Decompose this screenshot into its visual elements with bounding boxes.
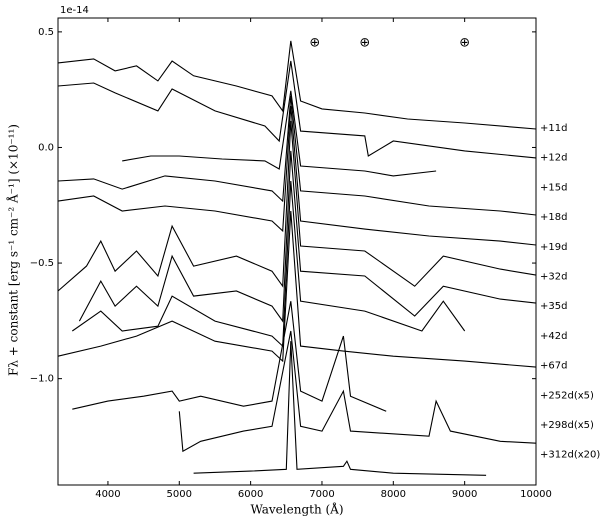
spectrum-line — [57, 120, 537, 292]
series-label: +32d — [540, 272, 567, 283]
telluric-marker: ⊕ — [359, 36, 370, 51]
x-tick-label: 6000 — [238, 489, 263, 500]
spectrum-line — [193, 341, 487, 476]
x-tick-label: 10000 — [520, 489, 552, 500]
spectrum-line — [72, 301, 387, 412]
spectrum-line — [57, 95, 537, 216]
series-label: +298d(x5) — [540, 420, 594, 431]
y-tick-label: 0.5 — [38, 27, 54, 38]
offset-label: 1e-14 — [60, 5, 89, 16]
spectrum-line — [57, 210, 537, 368]
spectrum-line — [78, 150, 537, 323]
x-tick-label: 4000 — [95, 489, 120, 500]
series-label: +18d — [540, 212, 567, 223]
spectrum-line — [178, 330, 537, 453]
spectrum-line — [57, 60, 537, 159]
spectrum-line — [122, 90, 437, 177]
y-axis-label: Fλ + constant [erg s⁻¹ cm⁻² Å⁻¹] (×10⁻¹¹… — [6, 124, 21, 376]
series-label: +252d(x5) — [540, 390, 594, 401]
series-label: +67d — [540, 361, 567, 372]
series-label: +42d — [540, 331, 567, 342]
spectrum-line — [57, 105, 537, 246]
x-axis-label: Wavelength (Å) — [250, 502, 343, 517]
series-label: +11d — [540, 123, 567, 134]
x-tick-label: 5000 — [167, 489, 192, 500]
y-tick-label: 0.0 — [38, 142, 54, 153]
x-tick-label: 8000 — [381, 489, 406, 500]
series-label: +12d — [540, 153, 567, 164]
x-tick-label: 9000 — [452, 489, 477, 500]
telluric-marker: ⊕ — [459, 36, 470, 51]
y-tick-label: −1.0 — [30, 374, 54, 385]
telluric-marker: ⊕ — [309, 36, 320, 51]
series-label: +35d — [540, 301, 567, 312]
x-tick-label: 7000 — [309, 489, 334, 500]
plot-frame — [57, 17, 537, 486]
series-label: +312d(x20) — [540, 450, 600, 461]
spectrum-line — [71, 180, 466, 348]
y-tick-label: −0.5 — [30, 258, 54, 269]
spectrum-line — [57, 40, 537, 130]
series-label: +15d — [540, 182, 567, 193]
series-label: +19d — [540, 242, 567, 253]
